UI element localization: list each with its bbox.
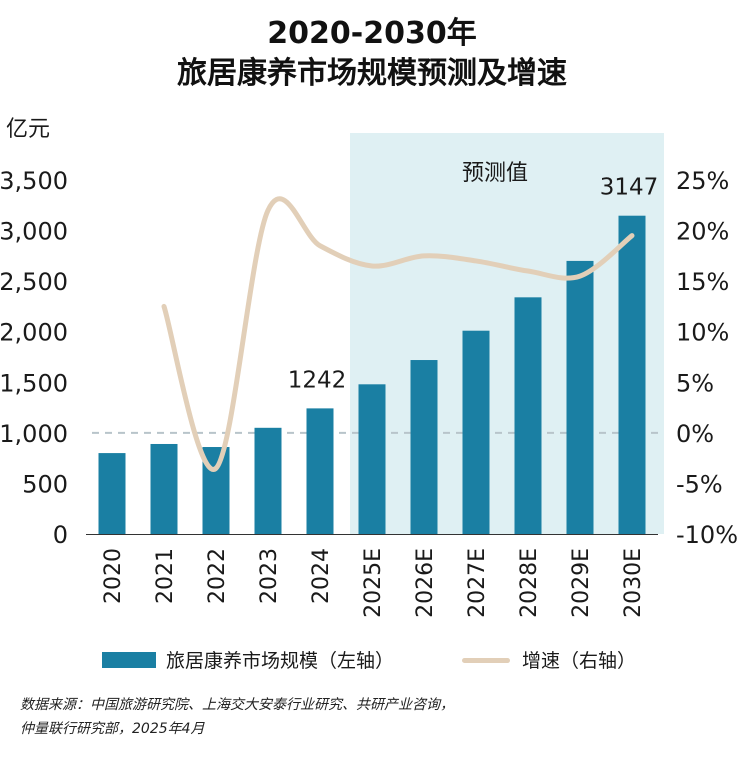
left-tick-label: 2,000 bbox=[0, 319, 68, 347]
bar-2021 bbox=[150, 443, 178, 534]
legend-bar-label: 旅居康养市场规模（左轴） bbox=[166, 650, 395, 672]
left-tick-label: 3,000 bbox=[0, 218, 68, 246]
legend: 旅居康养市场规模（左轴） 增速（右轴） bbox=[0, 644, 744, 674]
x-tick-label: 2021 bbox=[153, 548, 178, 604]
x-tick-label: 2029E bbox=[569, 548, 594, 618]
legend-bar-swatch bbox=[102, 652, 156, 668]
left-tick-label: 500 bbox=[22, 470, 68, 498]
chart-title-line2: 旅居康养市场规模预测及增速 bbox=[177, 56, 567, 91]
bar-2030E bbox=[618, 215, 646, 534]
x-tick-label: 2020 bbox=[101, 548, 126, 604]
x-tick-label: 2023 bbox=[257, 548, 282, 604]
bar-2020 bbox=[98, 453, 126, 534]
x-tick-label: 2024 bbox=[309, 548, 334, 604]
bar-2024 bbox=[306, 408, 334, 534]
left-axis-unit: 亿元 bbox=[6, 117, 50, 142]
data-label-2024: 1242 bbox=[288, 367, 347, 393]
x-tick-label: 2025E bbox=[361, 548, 386, 618]
right-tick-label: -10% bbox=[676, 521, 738, 549]
x-tick-label: 2030E bbox=[621, 548, 646, 618]
x-tick-label: 2026E bbox=[413, 548, 438, 618]
legend-line-swatch bbox=[462, 658, 510, 663]
right-tick-label: 25% bbox=[676, 167, 729, 195]
legend-line-label: 增速（右轴） bbox=[522, 650, 637, 672]
growth-line bbox=[161, 196, 635, 472]
forecast-region bbox=[350, 133, 664, 534]
left-tick-label: 1,500 bbox=[0, 369, 68, 397]
x-tick-label: 2027E bbox=[465, 548, 490, 618]
bar-2026E bbox=[410, 360, 438, 534]
bar-2028E bbox=[514, 297, 542, 534]
source-line-2: 仲量联行研究部，2025年4月 bbox=[20, 721, 205, 737]
chart-plot: 亿元 0 500 1,000 1,500 2,000 2,500 3,000 3,500 -10%… bbox=[0, 117, 738, 618]
left-tick-label: 1,000 bbox=[0, 420, 68, 448]
bar-2027E bbox=[462, 330, 490, 534]
x-tick-label: 2028E bbox=[517, 548, 542, 618]
source-note: 数据来源：中国旅游研究院、上海交大安泰行业研究、共研产业咨询， 仲量联行研究部，… bbox=[20, 693, 454, 741]
source-line-1: 数据来源：中国旅游研究院、上海交大安泰行业研究、共研产业咨询， bbox=[20, 697, 454, 713]
chart-title-line1: 2020-2030年 bbox=[267, 16, 477, 51]
left-tick-label: 2,500 bbox=[0, 268, 68, 296]
right-tick-label: 20% bbox=[676, 218, 729, 246]
bar-2029E bbox=[566, 260, 594, 534]
bar-2023 bbox=[254, 427, 282, 534]
data-label-2030E: 3147 bbox=[600, 175, 659, 201]
forecast-label: 预测值 bbox=[462, 161, 528, 186]
right-tick-label: 5% bbox=[676, 369, 714, 397]
bar-2025E bbox=[358, 384, 386, 534]
x-tick-label: 2022 bbox=[205, 548, 230, 604]
right-tick-label: 10% bbox=[676, 319, 729, 347]
left-tick-label: 3,500 bbox=[0, 167, 68, 195]
left-tick-label: 0 bbox=[53, 521, 68, 549]
right-tick-label: 15% bbox=[676, 268, 729, 296]
right-tick-label: 0% bbox=[676, 420, 714, 448]
right-tick-label: -5% bbox=[676, 470, 723, 498]
